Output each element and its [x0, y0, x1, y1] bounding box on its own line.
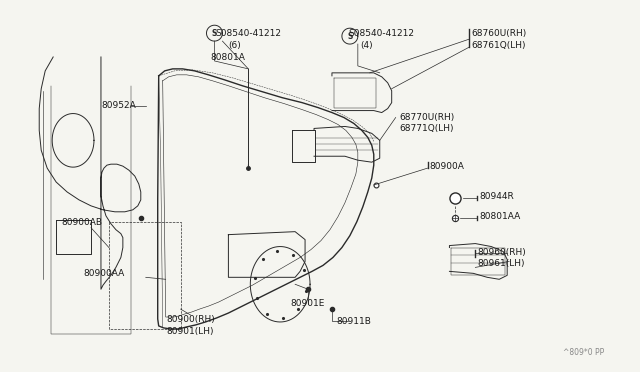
Text: 80801A: 80801A — [211, 53, 245, 62]
Text: S08540-41212: S08540-41212 — [348, 29, 414, 38]
Text: (6): (6) — [228, 41, 241, 50]
Text: 80801AA: 80801AA — [479, 212, 520, 221]
Text: 80944R: 80944R — [479, 192, 514, 201]
Text: S: S — [212, 29, 217, 38]
Text: 80901E: 80901E — [290, 299, 324, 308]
Text: 80911B: 80911B — [336, 317, 371, 326]
Text: (4): (4) — [360, 41, 372, 50]
Text: S08540-41212: S08540-41212 — [216, 29, 282, 38]
Text: 80900(RH): 80900(RH) — [166, 315, 216, 324]
Text: 80901(LH): 80901(LH) — [166, 327, 214, 336]
Text: 80952A: 80952A — [101, 101, 136, 110]
Text: S: S — [347, 32, 353, 41]
Text: 80900AA: 80900AA — [83, 269, 124, 278]
Text: 80961(LH): 80961(LH) — [477, 259, 525, 269]
Text: 68760U(RH): 68760U(RH) — [471, 29, 527, 38]
Text: 68770U(RH): 68770U(RH) — [399, 113, 455, 122]
Text: ^809*0 PP: ^809*0 PP — [563, 348, 604, 357]
Text: 80900AB: 80900AB — [61, 218, 102, 227]
Text: 80960(RH): 80960(RH) — [477, 247, 526, 257]
Text: 68771Q(LH): 68771Q(LH) — [399, 125, 454, 134]
Text: 80900A: 80900A — [429, 162, 465, 171]
Text: 68761Q(LH): 68761Q(LH) — [471, 41, 526, 50]
